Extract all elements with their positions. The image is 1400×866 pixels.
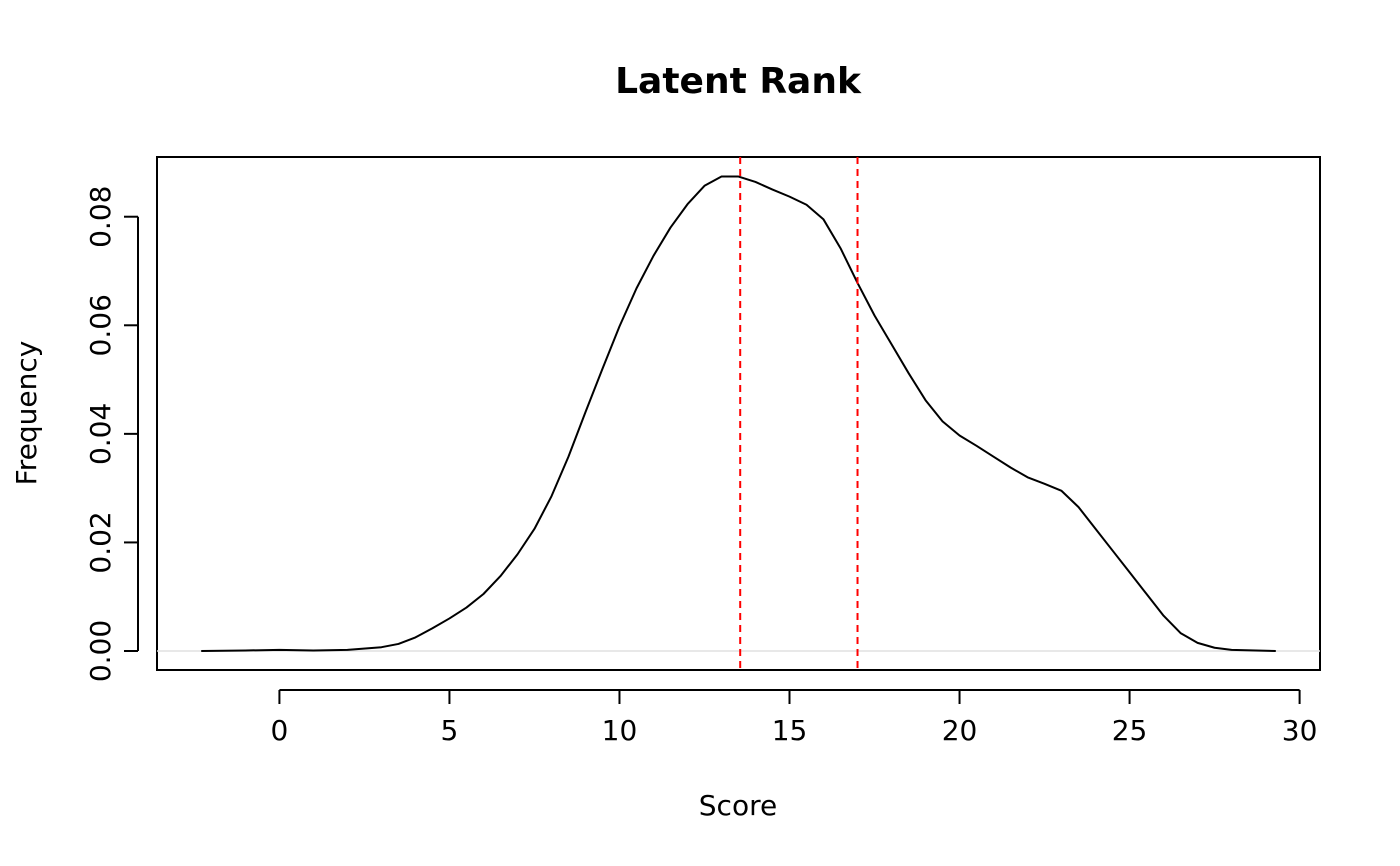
y-tick-label: 0.02	[84, 511, 117, 573]
x-tick-label: 5	[441, 714, 459, 747]
x-axis-label: Score	[699, 789, 777, 822]
x-tick-label: 0	[271, 714, 289, 747]
x-axis: 0 5 10 15 20 25 30	[271, 689, 1318, 747]
reference-lines-layer	[739, 157, 859, 670]
x-tick-label: 20	[942, 714, 978, 747]
x-tick-label: 15	[772, 714, 808, 747]
y-tick-label: 0.08	[84, 186, 117, 248]
y-tick-label: 0.06	[84, 294, 117, 356]
chart-title: Latent Rank	[615, 61, 862, 102]
y-tick-label: 0.04	[84, 403, 117, 465]
y-axis: 0.00 0.02 0.04 0.06 0.08	[84, 186, 139, 682]
y-tick-label: 0.00	[84, 620, 117, 682]
density-curve-layer	[201, 175, 1276, 652]
y-axis-label: Frequency	[10, 341, 43, 486]
x-tick-label: 25	[1112, 714, 1148, 747]
x-tick-label: 30	[1282, 714, 1318, 747]
plot-frame	[156, 156, 1321, 671]
x-tick-label: 10	[602, 714, 638, 747]
density-curve	[201, 175, 1276, 652]
